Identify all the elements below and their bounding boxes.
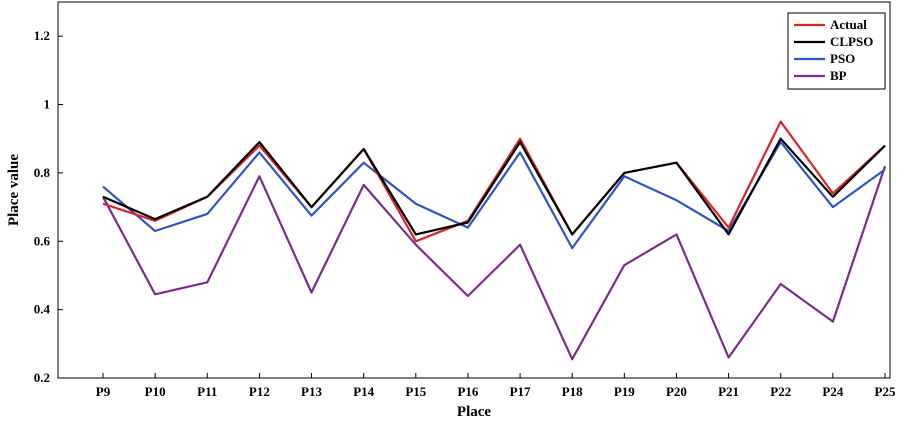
y-tick-label: 1 bbox=[44, 97, 51, 112]
x-tick-label: P13 bbox=[301, 384, 322, 399]
legend-label-actual: Actual bbox=[830, 17, 867, 32]
x-tick-label: P14 bbox=[353, 384, 374, 399]
series-line-bp bbox=[102, 165, 887, 361]
x-tick-label: P15 bbox=[405, 384, 426, 399]
series-layer bbox=[102, 120, 887, 361]
legend-label-bp: BP bbox=[830, 68, 847, 83]
x-tick-label: P16 bbox=[457, 384, 478, 399]
x-tick-label: P25 bbox=[875, 384, 896, 399]
y-tick-label: 0.4 bbox=[34, 302, 51, 317]
x-tick-label: P19 bbox=[614, 384, 635, 399]
y-axis-title: Place value bbox=[6, 154, 22, 226]
legend-label-clpso: CLPSO bbox=[830, 34, 873, 49]
x-axis-title: Place bbox=[457, 404, 491, 420]
y-tick-label: 0.6 bbox=[34, 233, 51, 248]
series-line-clpso bbox=[102, 137, 886, 236]
x-tick-label: P17 bbox=[510, 384, 531, 399]
legend: Actual CLPSO PSO BP bbox=[787, 12, 886, 90]
plot-area bbox=[57, 1, 891, 379]
x-tick-label: P9 bbox=[96, 384, 111, 399]
x-tick-label: P12 bbox=[249, 384, 270, 399]
x-tick-label: P18 bbox=[562, 384, 583, 399]
x-axis: P9 P10 P11 P12 P13 P14 P15 P16 P17 P18 P19 P20 P21 P2… bbox=[96, 373, 896, 399]
y-axis: 0.2 0.4 0.6 0.8 1 1.2 bbox=[34, 28, 63, 385]
x-tick-label: P24 bbox=[822, 384, 843, 399]
y-tick-label: 0.8 bbox=[34, 165, 51, 180]
y-tick-label: 0.2 bbox=[34, 370, 50, 385]
x-tick-label: P10 bbox=[145, 384, 166, 399]
x-tick-label: P11 bbox=[197, 384, 217, 399]
legend-label-pso: PSO bbox=[830, 51, 855, 66]
series-line-actual bbox=[102, 120, 886, 243]
x-tick-label: P20 bbox=[666, 384, 687, 399]
x-tick-label: P22 bbox=[770, 384, 791, 399]
x-tick-label: P21 bbox=[718, 384, 739, 399]
y-tick-label: 1.2 bbox=[34, 28, 50, 43]
